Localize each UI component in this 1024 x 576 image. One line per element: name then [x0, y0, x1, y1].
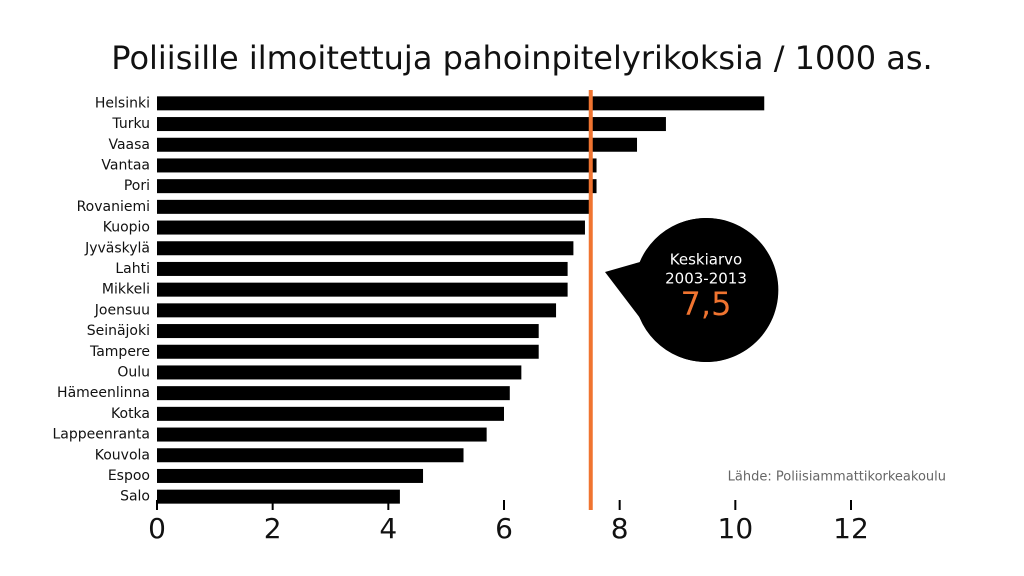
chart-title: Poliisille ilmoitettuja pahoinpitelyriko…: [111, 39, 932, 77]
y-tick-label: Jyväskylä: [84, 240, 150, 256]
bar: [157, 406, 504, 421]
bar: [157, 448, 464, 463]
bar: [157, 261, 568, 276]
x-tick-label: 0: [148, 512, 166, 545]
callout-value: 7,5: [681, 285, 732, 323]
y-tick-label: Oulu: [117, 364, 150, 380]
y-tick-label: Rovaniemi: [77, 199, 150, 215]
source: Lähde: Poliisiammattikorkeakoulu: [728, 470, 946, 485]
x-tick-label: 4: [379, 512, 397, 545]
y-tick-label: Lappeenranta: [52, 427, 150, 443]
y-tick-label: Vaasa: [108, 137, 150, 153]
y-tick-label: Mikkeli: [102, 282, 150, 298]
y-tick-label: Pori: [124, 178, 150, 194]
bar: [157, 303, 557, 318]
x-tick-label: 10: [718, 512, 754, 545]
bar: [157, 489, 400, 504]
bar: [157, 96, 765, 111]
y-tick-label: Kouvola: [95, 447, 150, 463]
callout-title: Keskiarvo: [670, 251, 742, 269]
bar: [157, 199, 591, 214]
y-tick-label: Salo: [120, 489, 150, 505]
bar: [157, 137, 638, 152]
bar: [157, 241, 574, 256]
bar: [157, 117, 666, 132]
y-tick-label: Helsinki: [95, 95, 150, 111]
y-tick-label: Seinäjoki: [87, 323, 150, 339]
y-tick-label: Joensuu: [94, 302, 150, 318]
bar: [157, 179, 597, 194]
x-tick-label: 6: [495, 512, 513, 545]
y-tick-label: Vantaa: [101, 157, 150, 173]
bar: [157, 365, 522, 380]
y-tick-label: Kuopio: [103, 220, 150, 236]
y-tick-label: Lahti: [115, 261, 150, 277]
bar: [157, 324, 539, 339]
y-tick-label: Espoo: [108, 468, 150, 484]
x-tick-label: 2: [264, 512, 282, 545]
x-tick-label: 12: [833, 512, 869, 545]
bar: [157, 220, 585, 235]
bar: [157, 386, 510, 401]
bar: [157, 282, 568, 297]
y-tick-label: Hämeenlinna: [57, 385, 150, 401]
bar: [157, 344, 539, 359]
y-tick-label: Turku: [111, 116, 150, 132]
y-tick-label: Kotka: [111, 406, 150, 422]
bar: [157, 158, 597, 173]
bar: [157, 427, 487, 442]
bar: [157, 468, 424, 483]
x-tick-label: 8: [611, 512, 629, 545]
callout-bubble: [634, 218, 778, 362]
callout-period: 2003-2013: [665, 270, 747, 288]
y-tick-label: Tampere: [89, 344, 150, 360]
